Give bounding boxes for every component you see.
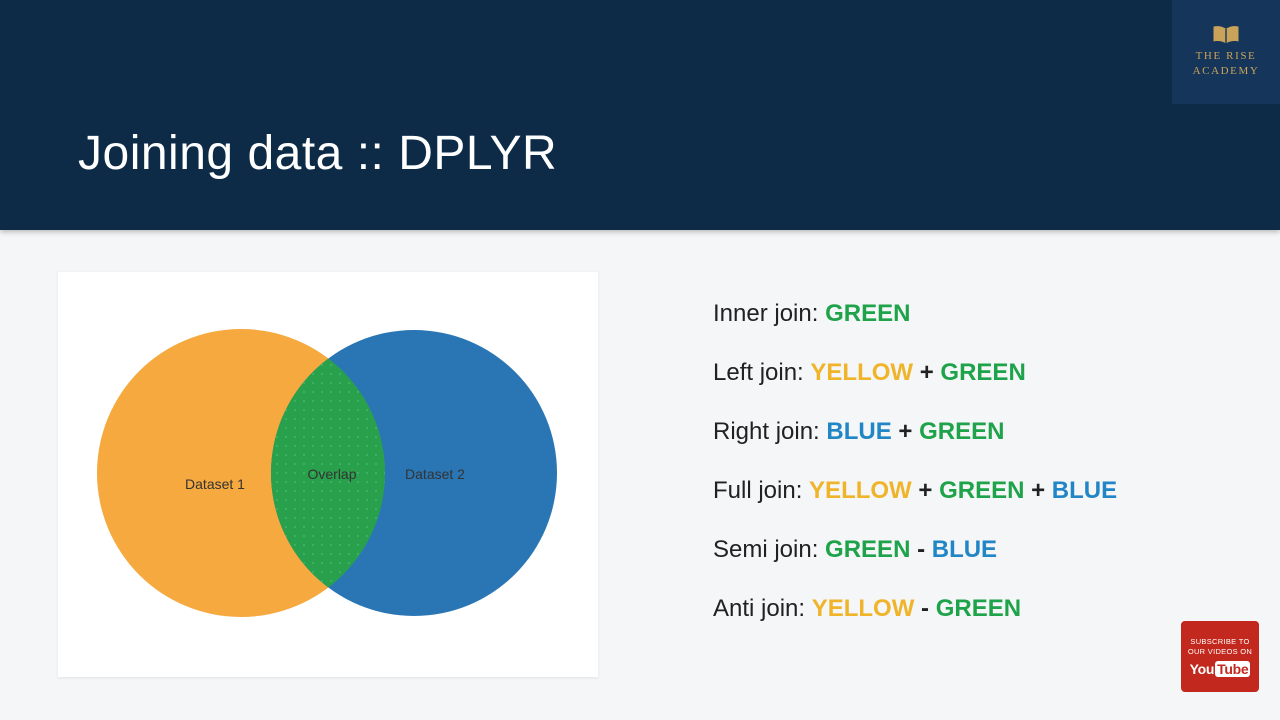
join-segment: + — [1024, 476, 1052, 504]
youtube-logo-tube: Tube — [1215, 660, 1251, 677]
youtube-logo-you: You — [1189, 660, 1215, 677]
logo-line-1: THE RISE — [1195, 50, 1257, 62]
join-row: Left join: YELLOW + GREEN — [713, 343, 1117, 402]
join-row: Full join: YELLOW + GREEN + BLUE — [713, 461, 1117, 520]
join-segment: BLUE — [826, 417, 892, 445]
subscribe-badge[interactable]: SUBSCRIBE TO OUR VIDEOS ON You Tube — [1181, 621, 1259, 692]
logo-line-2: ACADEMY — [1192, 65, 1260, 77]
join-row: Right join: BLUE + GREEN — [713, 402, 1117, 461]
join-segment: + — [911, 476, 940, 504]
join-segment: + — [891, 417, 920, 445]
join-segment: + — [913, 358, 941, 386]
joins-list: Inner join: GREEN Left join: YELLOW + GRE… — [713, 284, 1117, 638]
join-segment: Semi join: — [713, 535, 826, 563]
join-segment: Right join: — [713, 417, 827, 445]
join-row: Semi join: GREEN - BLUE — [713, 520, 1117, 579]
join-segment: - — [914, 594, 936, 622]
join-segment: GREEN — [825, 299, 911, 327]
venn-left-label: Dataset 1 — [185, 476, 245, 492]
venn-diagram: Dataset 1 Overlap Dataset 2 — [97, 329, 557, 617]
join-segment: Inner join: — [713, 299, 826, 327]
venn-overlap-label: Overlap — [307, 466, 356, 482]
join-row: Inner join: GREEN — [713, 284, 1117, 343]
header-band: Joining data :: DPLYR THE RISE ACADEMY — [0, 0, 1280, 230]
join-segment: - — [910, 535, 932, 563]
brand-logo: THE RISE ACADEMY — [1172, 0, 1280, 104]
join-segment: BLUE — [1051, 476, 1118, 504]
subscribe-text-line-2: OUR VIDEOS ON — [1187, 646, 1253, 656]
venn-overlap-region — [271, 330, 385, 616]
join-segment: GREEN — [825, 535, 911, 563]
join-segment: GREEN — [919, 417, 1005, 445]
venn-diagram-card: Dataset 1 Overlap Dataset 2 — [58, 272, 598, 677]
join-segment: YELLOW — [810, 358, 914, 386]
join-segment: Anti join: — [713, 594, 812, 622]
page-title: Joining data :: DPLYR — [78, 127, 558, 180]
join-segment: Full join: — [713, 476, 810, 504]
join-segment: Left join: — [713, 358, 811, 386]
subscribe-text-line-1: SUBSCRIBE TO — [1190, 636, 1250, 646]
join-segment: GREEN — [940, 358, 1026, 386]
join-segment: GREEN — [935, 594, 1022, 622]
join-segment: YELLOW — [811, 594, 915, 622]
open-book-icon — [1213, 26, 1239, 44]
venn-right-label: Dataset 2 — [405, 466, 465, 482]
join-segment: BLUE — [931, 535, 998, 563]
join-row: Anti join: YELLOW - GREEN — [713, 579, 1117, 638]
join-segment: YELLOW — [809, 476, 912, 504]
join-segment: GREEN — [939, 476, 1025, 504]
youtube-logo: You Tube — [1189, 660, 1251, 677]
